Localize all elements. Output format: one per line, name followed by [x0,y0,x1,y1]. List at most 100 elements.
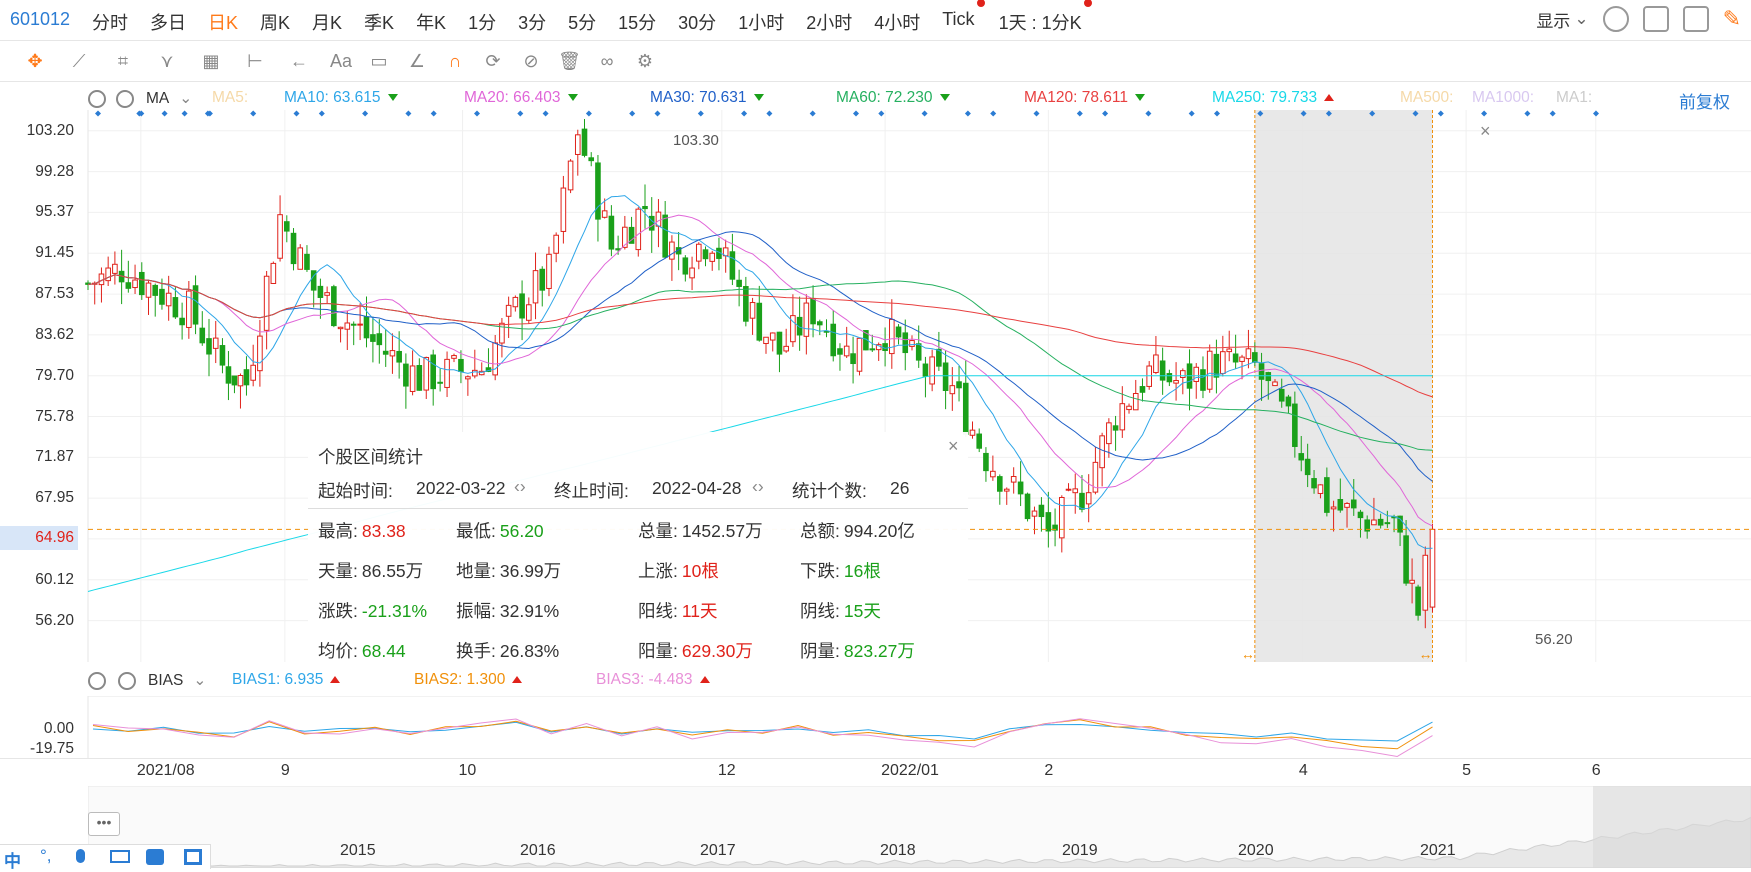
candle-body[interactable] [1159,360,1166,381]
candle-body[interactable] [682,257,689,275]
candle-body[interactable] [956,381,962,389]
event-marker-icon[interactable] [1412,110,1419,117]
candle-body[interactable] [250,364,256,381]
candle-body[interactable] [1092,461,1099,493]
ime-mode[interactable]: 中 [4,852,21,871]
candle-body[interactable] [337,326,344,330]
candle-body[interactable] [499,322,505,344]
candle-body[interactable] [1119,403,1126,431]
candle-body[interactable] [458,358,464,372]
candle-body[interactable] [837,348,843,355]
candle-body[interactable] [423,356,430,391]
fib-tool-icon[interactable]: ▦ [202,51,220,71]
candle-body[interactable] [1232,353,1239,363]
period-tab[interactable]: 2小时 [806,13,853,33]
candle-body[interactable] [574,134,581,155]
candle-body[interactable] [1278,388,1285,402]
candle-body[interactable] [856,337,863,372]
candle-body[interactable] [1173,380,1179,384]
candle-body[interactable] [1010,476,1017,483]
candle-body[interactable] [1126,405,1132,411]
chevron-down-icon[interactable]: ⌄ [179,90,193,107]
event-marker-icon[interactable] [95,110,101,117]
candle-body[interactable] [803,302,810,337]
bias-close-icon[interactable] [118,671,136,690]
candle-body[interactable] [376,333,383,346]
candle-body[interactable] [1272,381,1278,387]
period-tab[interactable]: 月K [312,13,343,33]
event-marker-icon[interactable] [1369,110,1376,117]
candle-body[interactable] [277,214,283,259]
candle-body[interactable] [709,252,716,262]
candle-body[interactable] [472,369,478,377]
candle-body[interactable] [105,267,111,282]
event-marker-icon[interactable] [1549,110,1556,117]
event-marker-icon[interactable] [474,110,480,117]
event-marker-icon[interactable] [741,110,748,117]
candle-body[interactable] [990,470,996,478]
event-marker-icon[interactable] [1524,110,1531,117]
candle-body[interactable] [1166,373,1173,383]
bias-chart[interactable] [0,696,1751,758]
candle-body[interactable] [290,232,297,265]
event-marker-icon[interactable] [878,110,885,117]
candle-body[interactable] [505,304,512,317]
candle-body[interactable] [219,345,226,366]
settings-icon[interactable]: ⚙ [636,51,654,71]
toolbox-icon[interactable] [184,849,202,865]
event-marker-icon[interactable] [293,110,300,117]
candle-body[interactable] [843,345,850,357]
candle-body[interactable] [132,279,138,289]
candle-body[interactable] [1371,519,1377,526]
candle-body[interactable] [317,285,324,298]
period-tab[interactable]: 30分 [678,13,717,33]
candle-body[interactable] [1285,396,1292,407]
candle-body[interactable] [929,356,935,385]
event-marker-icon[interactable] [161,110,168,117]
more-button[interactable]: ••• [88,812,120,836]
candle-body[interactable] [199,327,206,344]
arrow-tool-icon[interactable]: ← [290,51,308,71]
candle-body[interactable] [1245,348,1252,360]
event-marker-icon[interactable] [318,110,325,117]
candle-body[interactable] [595,162,601,220]
text-tool[interactable]: Aa [330,51,353,71]
candle-body[interactable] [310,270,317,291]
candle-body[interactable] [669,241,675,260]
punctuation-icon[interactable]: °, [40,846,52,865]
period-tab[interactable]: 1分 [468,13,497,33]
candle-body[interactable] [648,215,655,231]
candle-body[interactable] [689,267,695,279]
event-marker-icon[interactable] [136,110,143,117]
period-tab[interactable]: 1小时 [738,13,785,33]
bias-settings-icon[interactable] [88,671,106,690]
candle-body[interactable] [830,323,837,357]
measure-tool-icon[interactable]: ⊢ [247,51,263,71]
period-tab[interactable]: 分时 [92,13,128,33]
candle-body[interactable] [263,275,270,331]
candle-body[interactable] [695,243,702,262]
period-tab[interactable]: 3分 [518,13,547,33]
ma-settings-icon[interactable] [88,89,106,108]
candle-body[interactable] [1403,535,1409,584]
candle-body[interactable] [1132,393,1139,411]
event-marker-icon[interactable] [430,110,437,117]
candle-body[interactable] [869,348,876,351]
display-menu[interactable]: 显示 [1536,11,1571,31]
candle-body[interactable] [942,362,949,391]
candle-body[interactable] [1311,478,1317,489]
candle-body[interactable] [936,348,942,367]
candle-body[interactable] [532,270,539,304]
pen-tool-icon[interactable]: ∠ [408,51,426,71]
candle-body[interactable] [1072,488,1079,494]
candle-body[interactable] [225,366,232,384]
candle-body[interactable] [783,345,789,352]
candle-body[interactable] [1429,528,1436,608]
candle-body[interactable] [1031,510,1038,517]
event-marker-icon[interactable] [1300,110,1307,117]
event-marker-icon[interactable] [921,110,928,117]
candle-body[interactable] [243,369,250,386]
candle-body[interactable] [1065,488,1072,491]
comment-tool-icon[interactable]: ▭ [370,51,388,71]
fullscreen-icon[interactable] [1642,6,1669,32]
